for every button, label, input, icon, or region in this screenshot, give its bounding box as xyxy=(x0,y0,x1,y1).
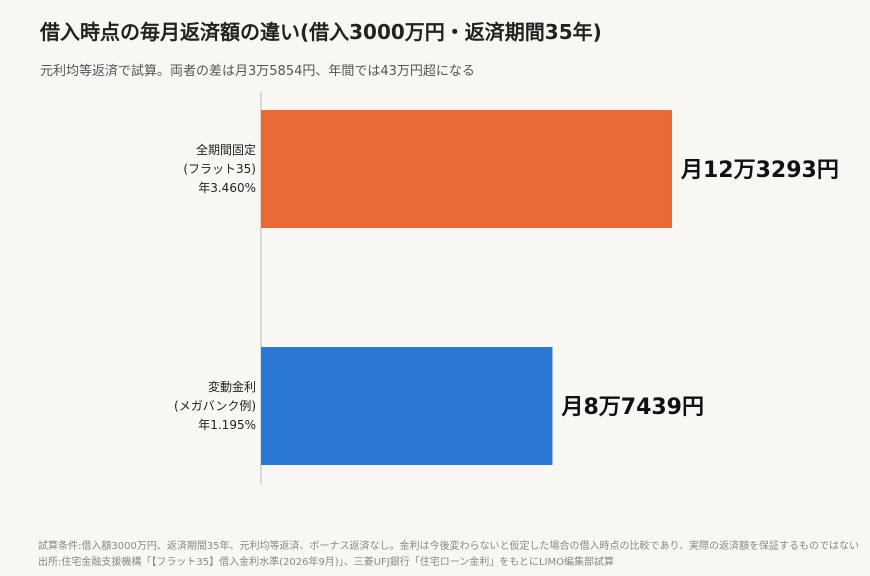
category-label-1-2: 年1.195% xyxy=(198,418,256,432)
footnote-conditions: 試算条件:借入額3000万円、返済期間35年、元利均等返済、ボーナス返済なし。金… xyxy=(38,541,860,552)
chart-title: 借入時点の毎月返済額の違い(借入3000万円・返済期間35年) xyxy=(40,20,602,44)
category-label-1-0: 変動金利 xyxy=(208,379,256,394)
category-label-0-0: 全期間固定 xyxy=(196,142,256,157)
category-label-1-1: (メガバンク例) xyxy=(174,399,256,413)
category-label-0-1: (フラット35) xyxy=(183,162,256,176)
footnote-source: 出所:住宅金融支援機構「【フラット35】借入金利水準(2026年9月)」、三菱U… xyxy=(38,557,615,568)
bar-0 xyxy=(261,110,672,228)
data-label-0: 月12万3293円 xyxy=(680,158,839,183)
chart-subtitle: 元利均等返済で試算。両者の差は月3万5854円、年間では43万円超になる xyxy=(40,64,475,79)
bar-1 xyxy=(261,347,553,465)
category-label-0-2: 年3.460% xyxy=(198,181,256,195)
data-label-1: 月8万7439円 xyxy=(560,395,704,420)
